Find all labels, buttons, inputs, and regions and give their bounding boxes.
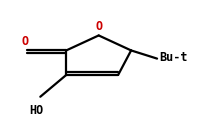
Text: O: O <box>22 35 29 48</box>
Text: HO: HO <box>29 104 43 117</box>
Text: O: O <box>95 20 102 33</box>
Text: Bu-t: Bu-t <box>159 51 188 64</box>
